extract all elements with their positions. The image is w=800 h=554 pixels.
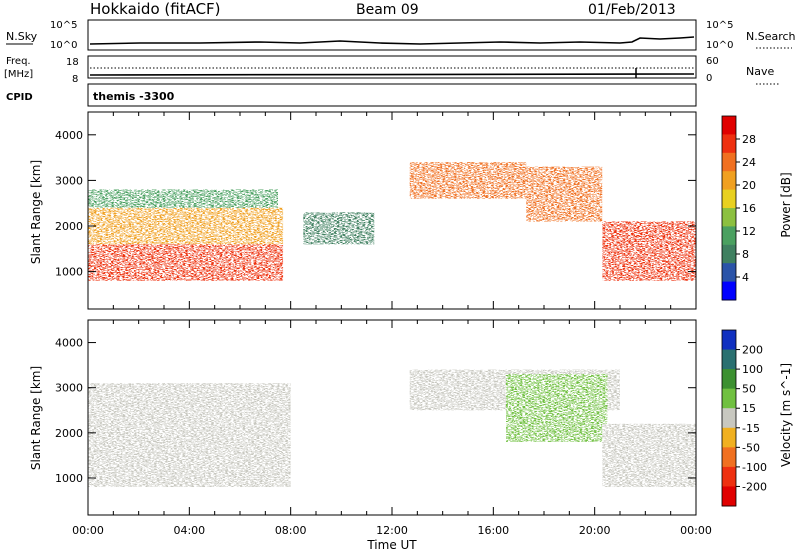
freq-unit: [MHz] — [4, 69, 33, 80]
freq-tick-bottom: 8 — [72, 74, 78, 85]
colorbar-swatch — [722, 330, 736, 351]
y-tick-label: 3000 — [55, 382, 83, 395]
colorbar-swatch — [722, 263, 736, 283]
colorbar-swatch — [722, 349, 736, 370]
colorbar-swatch — [722, 116, 736, 135]
colorbar-swatch — [722, 244, 736, 264]
colorbar-swatch — [722, 189, 736, 209]
colorbar-tick-label: 15 — [742, 402, 756, 415]
power-heatmap-cells — [88, 162, 696, 281]
heatmap-region-1 — [88, 207, 284, 245]
colorbar-tick-label: 16 — [742, 202, 756, 215]
colorbar-swatch — [722, 388, 736, 409]
heatmap-region-2 — [88, 189, 278, 208]
velocity-panel: 1000 2000 3000 4000 Slant Range [km] 200 100… — [29, 319, 793, 516]
nsearch-tick-top: 10^5 — [706, 20, 733, 31]
colorbar-swatch — [722, 134, 736, 154]
heatmap-region-5 — [602, 221, 696, 281]
colorbar-swatch — [722, 171, 736, 191]
colorbar-tick-label: 4 — [742, 271, 749, 284]
colorbar-swatch — [722, 152, 736, 172]
station-title: Hokkaido (fitACF) — [90, 0, 221, 18]
nsearch-label: N.Search — [746, 30, 796, 43]
velocity-heatmap-cells — [88, 369, 696, 488]
nave-label: Nave — [746, 65, 774, 78]
freq-trace — [89, 73, 695, 76]
colorbar-tick-label: -50 — [742, 441, 760, 454]
colorbar-tick-label: 24 — [742, 156, 756, 169]
colorbar-tick-label: -200 — [742, 480, 767, 493]
velocity-y-axis-label: Slant Range [km] — [29, 366, 43, 470]
cpid-label: CPID — [6, 92, 33, 103]
y-tick-label: 2000 — [55, 220, 83, 233]
freq-strip: Freq. [MHz] 18 8 60 0 Nave — [4, 55, 780, 85]
colorbar-tick-label: 200 — [742, 344, 763, 357]
nsky-tick-bottom: 10^0 — [50, 40, 77, 51]
colorbar-tick-label: 8 — [742, 248, 749, 261]
colorbar-swatch — [722, 427, 736, 448]
freq-label: Freq. — [6, 56, 31, 67]
colorbar-swatch — [722, 208, 736, 227]
nsky-label: N.Sky — [6, 30, 38, 43]
colorbar-tick-label: 50 — [742, 383, 756, 396]
y-tick-label: 1000 — [55, 472, 83, 485]
heatmap-region-0 — [88, 244, 284, 281]
x-tick-label: 12:00 — [376, 524, 408, 537]
cpid-strip: CPID themis -3300 — [6, 83, 697, 107]
y-tick-label: 1000 — [55, 266, 83, 279]
nave-tick-bottom: 0 — [706, 73, 712, 84]
x-tick-label: 00:00 — [680, 524, 712, 537]
colorbar-tick-label: -15 — [742, 422, 760, 435]
colorbar-tick-label: -100 — [742, 461, 767, 474]
x-tick-label: 16:00 — [477, 524, 509, 537]
power-y-axis-label: Slant Range [km] — [29, 160, 43, 264]
nsky-tick-top: 10^5 — [50, 20, 77, 31]
power-panel: 1000 2000 3000 4000 Slant Range [km] 4 8 12 16… — [29, 111, 793, 310]
x-tick-label: 00:00 — [72, 524, 104, 537]
heatmap-region-6 — [303, 212, 375, 245]
colorbar-tick-label: 12 — [742, 225, 756, 238]
heatmap-region-3 — [409, 162, 527, 199]
nsearch-tick-bottom: 10^0 — [706, 40, 733, 51]
colorbar-swatch — [722, 447, 736, 468]
heatmap-region-2 — [506, 374, 608, 442]
nsky-strip: N.Sky 10^5 10^0 10^5 10^0 N.Search — [6, 19, 796, 51]
y-tick-label: 2000 — [55, 427, 83, 440]
colorbar-tick-label: 28 — [742, 133, 756, 146]
colorbar-swatch — [722, 369, 736, 390]
colorbar-tick-label: 20 — [742, 179, 756, 192]
colorbar-swatch — [722, 408, 736, 429]
date-title: 01/Feb/2013 — [588, 2, 676, 18]
cpid-program: themis -3300 — [93, 90, 175, 103]
y-tick-label: 4000 — [55, 129, 83, 142]
velocity-colorbar-label: Velocity [m s^-1] — [779, 363, 793, 467]
y-tick-label: 3000 — [55, 174, 83, 187]
heatmap-region-4 — [526, 166, 603, 222]
power-colorbar: 4 8 12 16 20 24 28 — [721, 115, 756, 301]
colorbar-swatch — [722, 466, 736, 487]
x-tick-labels: 00:00 04:00 08:00 12:00 16:00 20:00 00:00 — [72, 524, 712, 537]
colorbar-swatch — [722, 281, 736, 301]
x-tick-label: 20:00 — [579, 524, 611, 537]
beam-title: Beam 09 — [356, 2, 419, 18]
velocity-colorbar: 200 100 50 15 -15 -50 -100 -200 — [721, 329, 767, 507]
colorbar-swatch — [722, 486, 736, 507]
x-tick-label: 04:00 — [173, 524, 205, 537]
heatmap-region-0 — [88, 383, 291, 488]
colorbar-tick-label: 100 — [742, 363, 763, 376]
nave-tick-top: 60 — [706, 56, 719, 67]
power-colorbar-label: Power [dB] — [779, 172, 793, 237]
x-tick-label: 08:00 — [275, 524, 307, 537]
x-axis-label: Time UT — [366, 538, 417, 552]
nsky-trace — [89, 36, 695, 45]
y-tick-label: 4000 — [55, 337, 83, 350]
colorbar-swatch — [722, 226, 736, 246]
freq-tick-top: 18 — [66, 57, 79, 68]
heatmap-region-3 — [602, 423, 696, 488]
